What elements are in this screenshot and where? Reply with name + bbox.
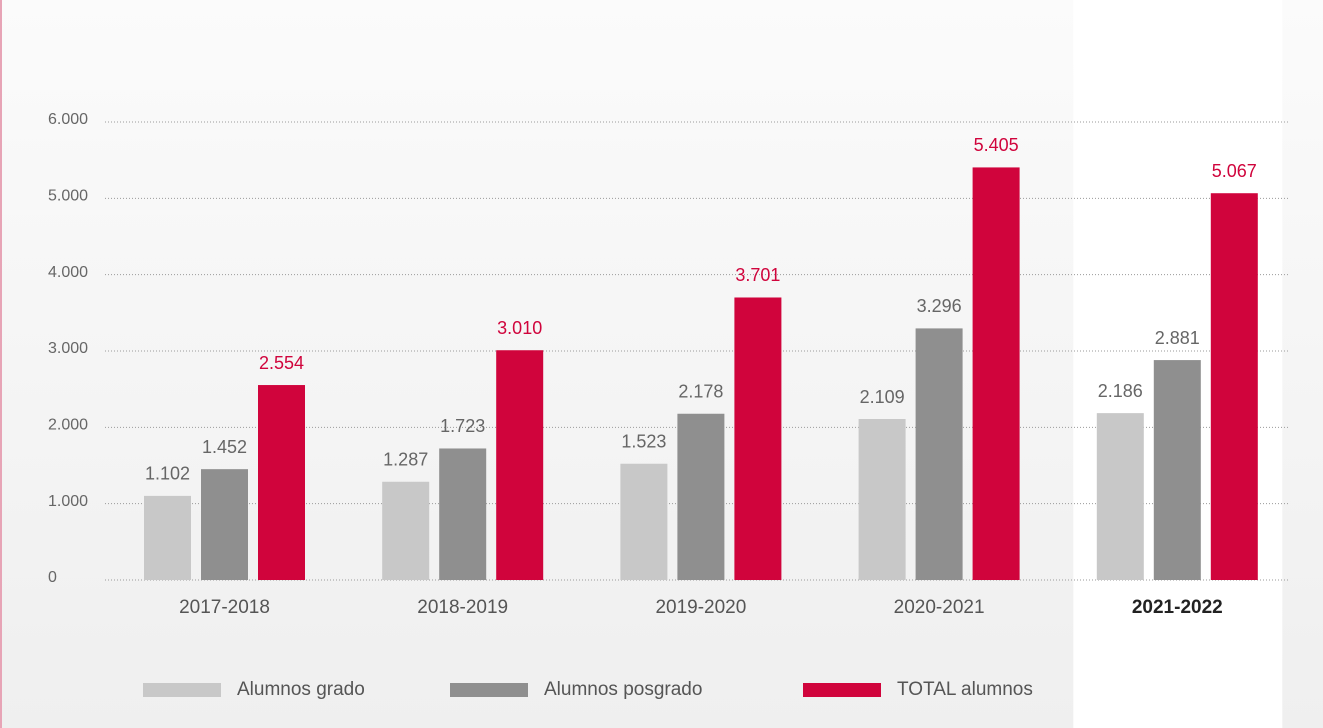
- y-tick-label: 1.000: [48, 493, 88, 510]
- bar: [382, 481, 430, 580]
- x-tick-label: 2020-2021: [894, 597, 985, 618]
- y-tick-label: 3.000: [48, 340, 88, 357]
- legend-label: Alumnos posgrado: [544, 679, 702, 700]
- value-label: 3.701: [735, 265, 780, 285]
- value-label: 5.067: [1212, 161, 1257, 181]
- value-label: 1.723: [440, 416, 485, 436]
- x-tick-label: 2019-2020: [655, 597, 746, 618]
- bar: [144, 495, 191, 580]
- bar: [496, 350, 544, 580]
- y-tick-label: 4.000: [48, 264, 88, 281]
- y-tick-label: 5.000: [48, 188, 88, 205]
- value-label: 1.287: [383, 450, 428, 470]
- value-label: 1.452: [202, 437, 247, 457]
- value-label: 3.010: [497, 318, 542, 338]
- value-label: 5.405: [974, 135, 1019, 155]
- bar: [858, 419, 906, 580]
- y-tick-label: 6.000: [48, 111, 88, 128]
- bar: [972, 167, 1020, 580]
- legend-label: TOTAL alumnos: [897, 679, 1033, 700]
- bar: [1096, 413, 1144, 580]
- x-tick-label: 2017-2018: [179, 597, 270, 618]
- left-border: [0, 0, 2, 728]
- x-tick-label: 2021-2022: [1132, 597, 1223, 618]
- x-tick-label: 2018-2019: [417, 597, 508, 618]
- value-label: 2.881: [1155, 328, 1200, 348]
- value-label: 2.554: [259, 353, 304, 373]
- legend-swatch: [450, 683, 528, 697]
- bar: [258, 385, 305, 580]
- bar: [1210, 193, 1258, 580]
- legend-swatch: [143, 683, 221, 697]
- value-label: 1.523: [621, 431, 666, 451]
- bar: [201, 469, 248, 580]
- value-label: 3.296: [917, 296, 962, 316]
- bar: [620, 463, 668, 580]
- value-label: 2.178: [678, 381, 723, 401]
- y-tick-label: 0: [48, 569, 57, 586]
- bar: [1153, 360, 1201, 580]
- bar: [677, 413, 725, 580]
- bar: [734, 297, 782, 580]
- value-label: 1.102: [145, 464, 190, 484]
- bar: [915, 328, 963, 580]
- legend-label: Alumnos grado: [237, 679, 365, 700]
- bar: [439, 448, 487, 580]
- legend-swatch: [803, 683, 881, 697]
- value-label: 2.186: [1098, 381, 1143, 401]
- value-label: 2.109: [860, 387, 905, 407]
- y-tick-label: 2.000: [48, 417, 88, 434]
